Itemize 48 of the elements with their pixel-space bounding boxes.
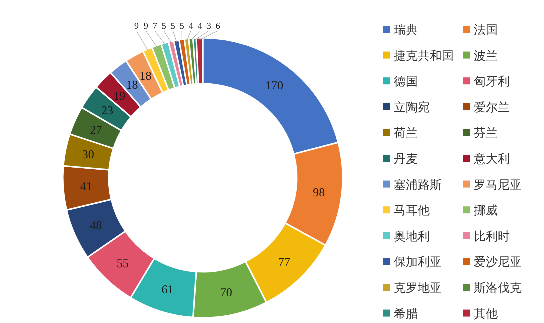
legend-label: 德国 [394,74,418,89]
legend-label: 法国 [474,23,498,37]
data-label: 23 [101,103,114,118]
data-label: 9 [134,21,140,31]
legend-label: 波兰 [474,48,498,63]
data-label: 170 [266,78,284,92]
data-label: 18 [140,68,152,83]
legend-label: 其他 [474,306,498,321]
legend-label: 马耳他 [394,204,430,218]
legend-label: 斯洛伐克 [474,281,522,295]
data-label: 18 [126,78,138,92]
legend-label: 希腊 [394,306,418,321]
legend-label: 捷克共和国 [394,48,454,63]
data-label: 70 [220,286,232,300]
data-label: 19 [114,88,126,103]
data-label: 9 [144,21,149,31]
legend-label: 爱尔兰 [474,100,510,114]
legend-label: 克罗地亚 [394,281,442,295]
legend-label: 瑞典 [394,23,418,37]
legend-label: 挪威 [474,204,498,218]
data-label: 6 [216,21,221,31]
data-label: 27 [90,123,102,138]
data-label: 5 [180,21,185,31]
data-label: 30 [82,148,94,162]
data-label: 77 [278,255,290,269]
data-label: 5 [162,21,167,31]
legend-label: 丹麦 [394,152,418,166]
data-label: 4 [188,21,194,31]
data-label: 3 [206,21,212,31]
data-label: 4 [198,21,203,31]
legend-label: 保加利亚 [394,255,442,270]
legend-label: 意大利 [473,152,510,166]
legend-label: 荷兰 [394,126,418,140]
legend-label: 立陶宛 [394,100,430,114]
data-label: 41 [80,180,92,194]
data-label: 48 [90,218,102,232]
legend-label: 比利时 [474,229,510,244]
legend-label: 匈牙利 [474,74,510,89]
data-label: 5 [170,21,176,31]
legend-label: 塞浦路斯 [394,178,442,192]
legend-label: 芬兰 [474,126,498,140]
legend-label: 爱沙尼亚 [474,255,522,270]
data-label: 7 [152,21,158,31]
data-label: 55 [116,256,129,270]
data-label: 98 [313,185,326,200]
legend-label: 奥地利 [394,229,430,244]
legend-label: 罗马尼亚 [474,178,522,192]
data-label: 61 [162,282,174,297]
